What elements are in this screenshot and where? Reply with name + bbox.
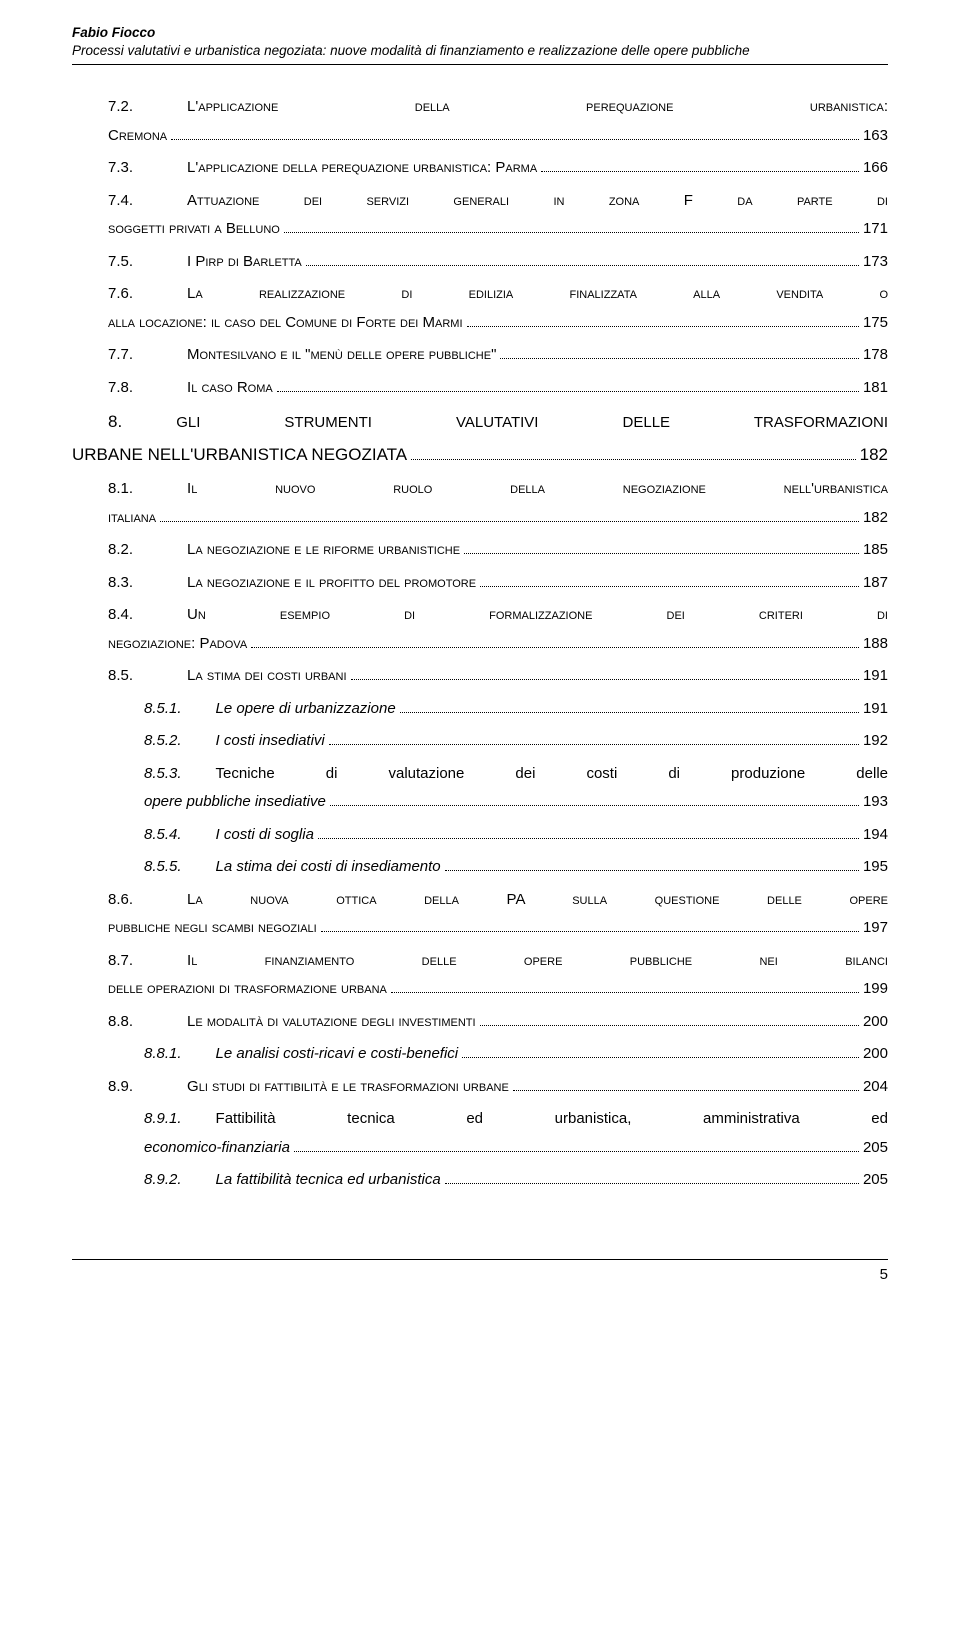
toc-chapter: 8.GLI STRUMENTI VALUTATIVI DELLE TRASFOR… bbox=[72, 406, 888, 471]
toc-entry: 8.3. La negoziazione e il profitto del p… bbox=[72, 569, 888, 598]
toc-subentry: 8.5.3.Tecniche di valutazione dei costi … bbox=[72, 760, 888, 817]
toc-entry: 7.8. Il caso Roma 181 bbox=[72, 374, 888, 403]
toc-entry: 8.2. La negoziazione e le riforme urbani… bbox=[72, 536, 888, 565]
toc-entry: 8.9. Gli studi di fattibilità e le trasf… bbox=[72, 1073, 888, 1102]
toc-entry: 7.2.L'applicazione della perequazione ur… bbox=[72, 93, 888, 150]
toc-subentry: 8.8.1. Le analisi costi-ricavi e costi-b… bbox=[72, 1040, 888, 1069]
page-header: Fabio Fiocco Processi valutativi e urban… bbox=[72, 24, 888, 60]
toc-entry: 8.7.Il finanziamento delle opere pubblic… bbox=[72, 947, 888, 1004]
toc-subentry: 8.5.1. Le opere di urbanizzazione 191 bbox=[72, 695, 888, 724]
toc-subentry: 8.5.4. I costi di soglia 194 bbox=[72, 821, 888, 850]
toc-entry: 8.5. La stima dei costi urbani 191 bbox=[72, 662, 888, 691]
toc-entry: 7.6.La realizzazione di edilizia finaliz… bbox=[72, 280, 888, 337]
table-of-contents: 7.2.L'applicazione della perequazione ur… bbox=[72, 93, 888, 1194]
toc-subentry: 8.5.5. La stima dei costi di insediament… bbox=[72, 853, 888, 882]
toc-entry: 7.3. L'applicazione della perequazione u… bbox=[72, 154, 888, 183]
toc-subentry: 8.9.1.Fattibilità tecnica ed urbanistica… bbox=[72, 1105, 888, 1162]
toc-entry: 8.6.La nuova ottica della PA sulla quest… bbox=[72, 886, 888, 943]
toc-entry: 8.1.Il nuovo ruolo della negoziazione ne… bbox=[72, 475, 888, 532]
header-rule bbox=[72, 64, 888, 65]
toc-subentry: 8.9.2. La fattibilità tecnica ed urbanis… bbox=[72, 1166, 888, 1195]
toc-entry: 8.4.Un esempio di formalizzazione dei cr… bbox=[72, 601, 888, 658]
header-subtitle: Processi valutativi e urbanistica negozi… bbox=[72, 43, 750, 58]
toc-entry: 7.5. I Pirp di Barletta 173 bbox=[72, 248, 888, 277]
header-author: Fabio Fiocco bbox=[72, 25, 155, 40]
toc-entry: 7.7. Montesilvano e il "menù delle opere… bbox=[72, 341, 888, 370]
toc-entry: 7.4.Attuazione dei servizi generali in z… bbox=[72, 187, 888, 244]
page-number: 5 bbox=[72, 1266, 888, 1283]
footer-rule bbox=[72, 1259, 888, 1260]
toc-entry: 8.8. Le modalità di valutazione degli in… bbox=[72, 1008, 888, 1037]
toc-subentry: 8.5.2. I costi insediativi 192 bbox=[72, 727, 888, 756]
